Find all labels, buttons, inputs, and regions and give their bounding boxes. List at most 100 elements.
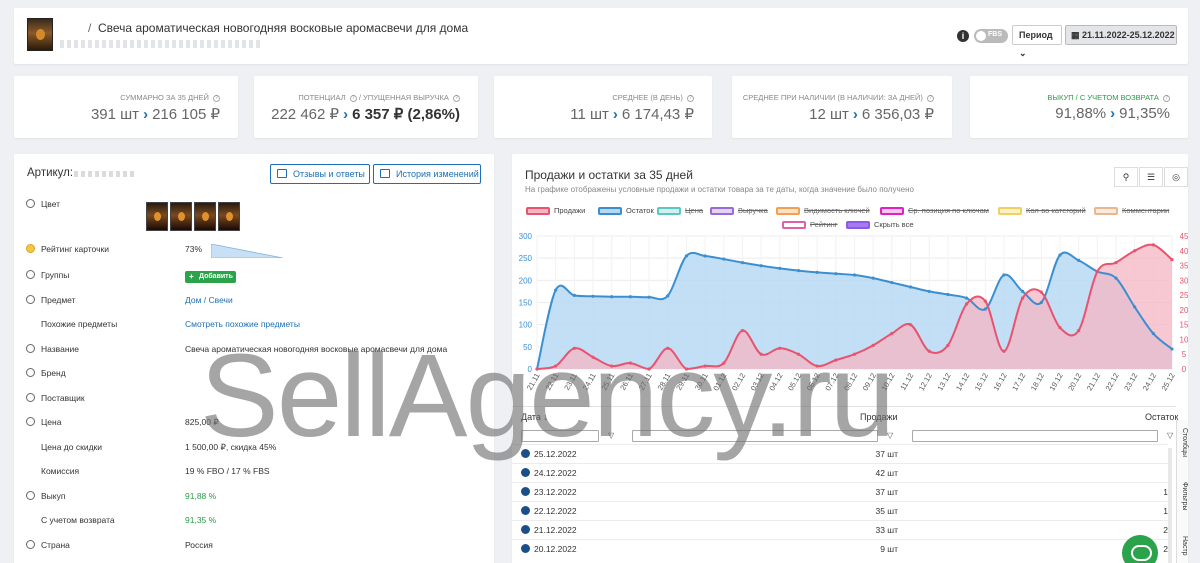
sales-point[interactable]	[778, 346, 782, 350]
history-button[interactable]: История изменений	[373, 164, 481, 184]
stock-point[interactable]	[834, 272, 838, 276]
table-row[interactable]: 22.12.2022 35 шт 1	[512, 501, 1168, 520]
stock-point[interactable]	[964, 296, 969, 300]
sales-point[interactable]	[1020, 296, 1025, 300]
legend-item[interactable]: Остаток	[598, 206, 654, 216]
color-swatch[interactable]	[170, 202, 192, 231]
legend-item[interactable]: Кол-во категорий	[998, 206, 1086, 216]
stock-point[interactable]	[1151, 331, 1155, 336]
table-row[interactable]: 20.12.2022 9 шт 2	[512, 539, 1168, 558]
sales-point[interactable]	[908, 323, 913, 327]
stock-point[interactable]	[572, 293, 576, 298]
stock-point[interactable]	[778, 266, 782, 270]
legend-item[interactable]: Выручка	[710, 206, 768, 216]
sales-point[interactable]	[1058, 326, 1062, 330]
color-swatch[interactable]	[194, 202, 216, 231]
legend-item[interactable]: Видимость ключей	[776, 206, 870, 216]
sales-point[interactable]	[964, 302, 969, 306]
sales-point[interactable]	[610, 364, 614, 368]
sales-point[interactable]	[796, 352, 801, 356]
stock-point[interactable]	[554, 288, 558, 292]
stock-point[interactable]	[927, 289, 931, 294]
stock-point[interactable]	[759, 264, 763, 268]
sales-point[interactable]	[946, 343, 950, 347]
sales-filter-input[interactable]	[632, 430, 878, 442]
table-row[interactable]: 23.12.2022 37 шт 1	[512, 482, 1168, 501]
sales-point[interactable]	[628, 361, 632, 365]
stock-point[interactable]	[1039, 300, 1043, 305]
table-row[interactable]: 21.12.2022 33 шт 2	[512, 520, 1168, 539]
date-range-button[interactable]: ▦ 21.11.2022-25.12.2022	[1065, 25, 1177, 45]
pin-icon[interactable]: ⚲	[1114, 167, 1138, 187]
sales-point[interactable]	[1114, 261, 1118, 265]
info-icon[interactable]: i	[957, 30, 969, 42]
stock-point[interactable]	[908, 285, 913, 289]
col-date-header[interactable]: Дата ↓	[521, 412, 548, 422]
sales-point[interactable]	[666, 346, 670, 350]
sales-point[interactable]	[1077, 328, 1081, 333]
stock-point[interactable]	[871, 276, 875, 280]
settings-tab[interactable]: Настр	[1181, 536, 1188, 556]
sales-point[interactable]	[1151, 243, 1155, 247]
filter-icon[interactable]: ▽	[887, 431, 894, 440]
stock-point[interactable]	[852, 273, 857, 277]
info-value[interactable]: Дом / Свечи	[185, 295, 233, 305]
color-swatch[interactable]	[146, 202, 168, 231]
stock-point[interactable]	[684, 254, 689, 258]
sales-point[interactable]	[759, 352, 763, 356]
fbs-toggle[interactable]: FBS	[974, 29, 1008, 43]
sales-point[interactable]	[983, 299, 987, 303]
product-thumbnail[interactable]	[27, 18, 53, 51]
filter-icon[interactable]: ▽	[608, 431, 615, 440]
sales-point[interactable]	[1095, 269, 1099, 274]
legend-item[interactable]: Комментарии	[1094, 206, 1169, 216]
reviews-button[interactable]: Отзывы и ответы	[270, 164, 370, 184]
stock-point[interactable]	[796, 268, 801, 273]
stock-point[interactable]	[1133, 305, 1137, 309]
filter-icon[interactable]: ▽	[1167, 431, 1174, 440]
sales-point[interactable]	[834, 358, 838, 362]
stock-point[interactable]	[610, 295, 614, 299]
sales-point[interactable]	[647, 367, 651, 371]
eye-off-icon[interactable]: ◎	[1164, 167, 1188, 187]
sales-point[interactable]	[703, 364, 707, 368]
legend-item[interactable]: Цена	[657, 206, 703, 216]
legend-item[interactable]: Продажи	[526, 206, 585, 216]
stock-point[interactable]	[666, 294, 670, 298]
sales-point[interactable]	[1133, 249, 1137, 253]
color-swatch[interactable]	[218, 202, 240, 231]
stock-point[interactable]	[647, 295, 651, 299]
sales-point[interactable]	[684, 367, 689, 371]
columns-tab[interactable]: Столбцы	[1181, 428, 1188, 458]
sales-point[interactable]	[591, 355, 595, 359]
stock-point[interactable]	[983, 307, 987, 311]
add-group-button[interactable]: Добавить	[185, 271, 236, 283]
sales-point[interactable]	[815, 364, 819, 368]
sales-point[interactable]	[1002, 349, 1006, 353]
sales-point[interactable]	[890, 331, 894, 336]
sales-point[interactable]	[554, 364, 558, 368]
legend-item[interactable]: Ср. позиция по ключам	[880, 206, 989, 216]
sales-point[interactable]	[852, 352, 857, 356]
sales-point[interactable]	[535, 367, 539, 371]
chat-bubble-icon[interactable]	[1122, 535, 1158, 563]
col-sales-header[interactable]: Продажи	[860, 412, 898, 422]
sales-point[interactable]	[572, 346, 576, 350]
date-filter-input[interactable]	[521, 430, 599, 442]
sales-point[interactable]	[1039, 290, 1043, 294]
stock-point[interactable]	[890, 280, 894, 285]
stock-point[interactable]	[1170, 347, 1174, 351]
sales-point[interactable]	[927, 349, 931, 353]
stock-point[interactable]	[1114, 276, 1118, 280]
sales-point[interactable]	[722, 361, 726, 365]
period-dropdown[interactable]: Период ⌄	[1012, 25, 1062, 58]
list-icon[interactable]: ☰	[1139, 167, 1163, 187]
sales-point[interactable]	[740, 328, 745, 333]
stock-point[interactable]	[946, 292, 950, 297]
stock-point[interactable]	[1002, 273, 1006, 277]
stock-point[interactable]	[591, 294, 595, 298]
stock-point[interactable]	[1058, 253, 1062, 257]
sales-point[interactable]	[1170, 258, 1174, 262]
info-value[interactable]: Смотреть похожие предметы	[185, 319, 300, 329]
stock-point[interactable]	[628, 295, 632, 299]
